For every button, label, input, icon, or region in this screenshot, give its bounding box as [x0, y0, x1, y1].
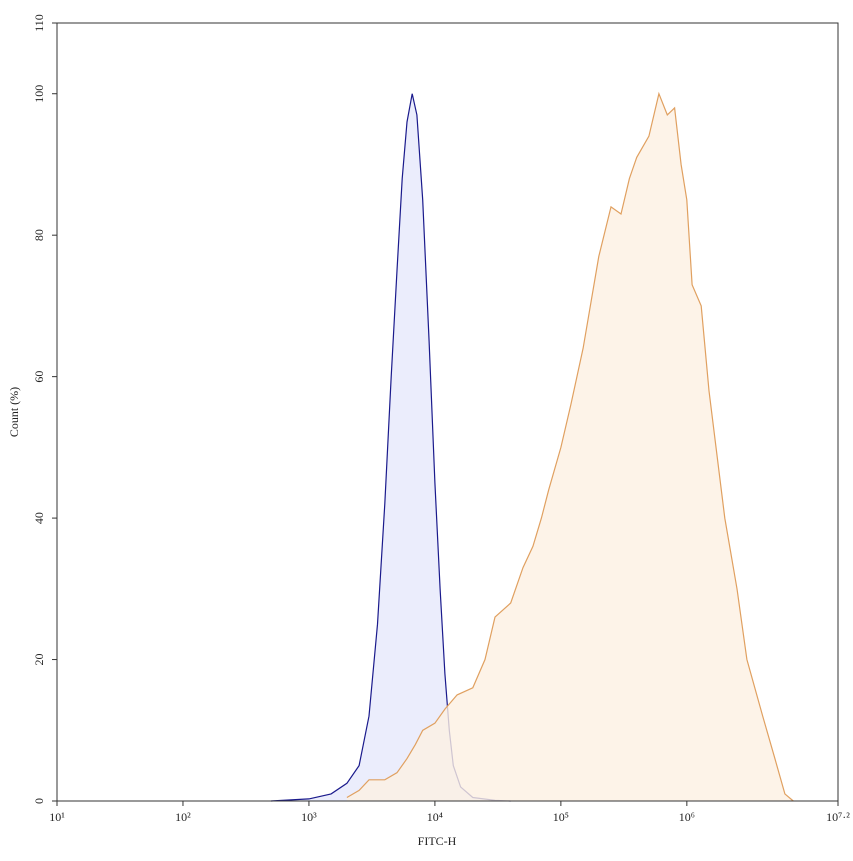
x-axis-label: FITC-H	[418, 834, 457, 848]
area-fill	[271, 93, 511, 801]
y-tick-label: 60	[32, 371, 46, 383]
y-tick-label: 40	[32, 512, 46, 524]
x-tick-label: 10³	[301, 810, 317, 824]
y-axis-label: Count (%)	[7, 387, 21, 437]
y-tick-label: 20	[32, 654, 46, 666]
x-tick-label: 10⁵	[553, 810, 569, 824]
series-line	[346, 91, 794, 802]
x-tick-label: 10⁴	[427, 810, 443, 824]
plot-frame	[56, 22, 839, 802]
y-tick-label: 80	[32, 229, 46, 241]
x-tick-label: 10²	[175, 810, 191, 824]
y-tick-label: 0	[32, 798, 46, 804]
y-tick-label: 110	[32, 14, 46, 32]
y-tick-label: 100	[32, 85, 46, 103]
x-tick-label: 10⁷·²	[826, 810, 850, 824]
x-tick-label: 10⁶	[679, 810, 695, 824]
area-fill	[346, 93, 794, 801]
x-tick-label: 10¹	[49, 810, 65, 824]
